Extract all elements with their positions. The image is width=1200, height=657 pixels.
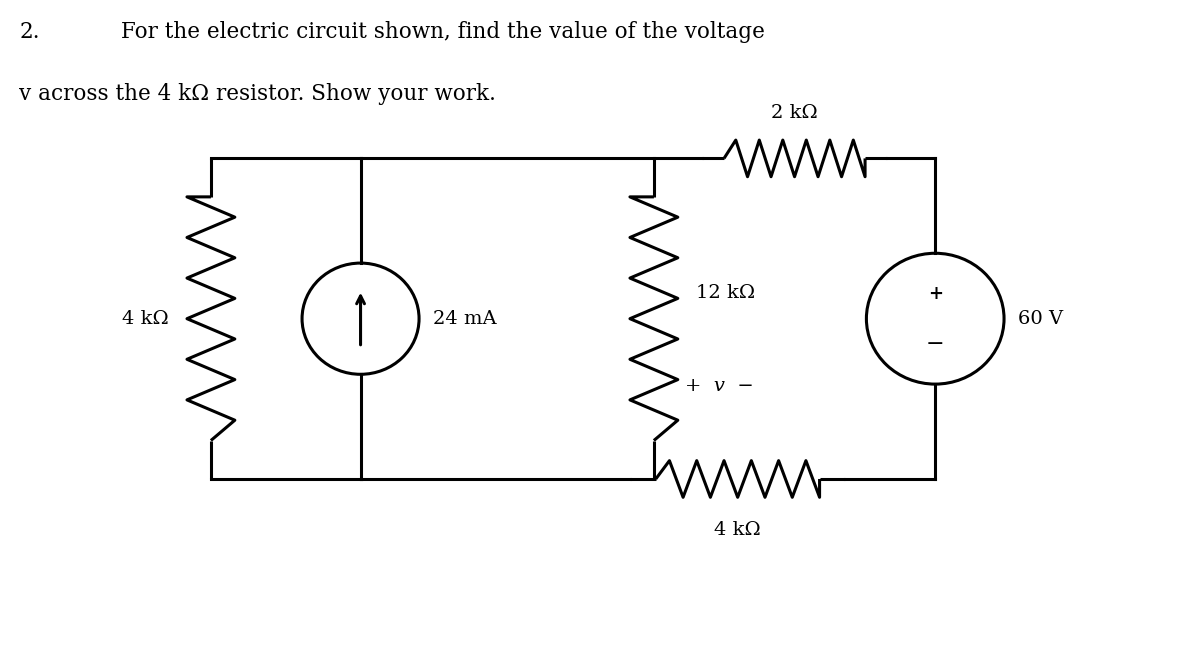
Text: −: − xyxy=(926,332,944,355)
Text: +  v  −: + v − xyxy=(685,376,754,395)
Text: For the electric circuit shown, find the value of the voltage: For the electric circuit shown, find the… xyxy=(121,21,764,43)
Text: 2.: 2. xyxy=(19,21,40,43)
Text: 60 V: 60 V xyxy=(1019,309,1063,328)
Text: 4 kΩ: 4 kΩ xyxy=(714,522,761,539)
Text: +: + xyxy=(928,285,943,303)
Text: 4 kΩ: 4 kΩ xyxy=(121,309,168,328)
Text: v across the 4 kΩ resistor. Show your work.: v across the 4 kΩ resistor. Show your wo… xyxy=(19,83,497,105)
Text: 12 kΩ: 12 kΩ xyxy=(696,284,755,302)
Text: 24 mA: 24 mA xyxy=(433,309,497,328)
Text: 2 kΩ: 2 kΩ xyxy=(772,104,818,122)
